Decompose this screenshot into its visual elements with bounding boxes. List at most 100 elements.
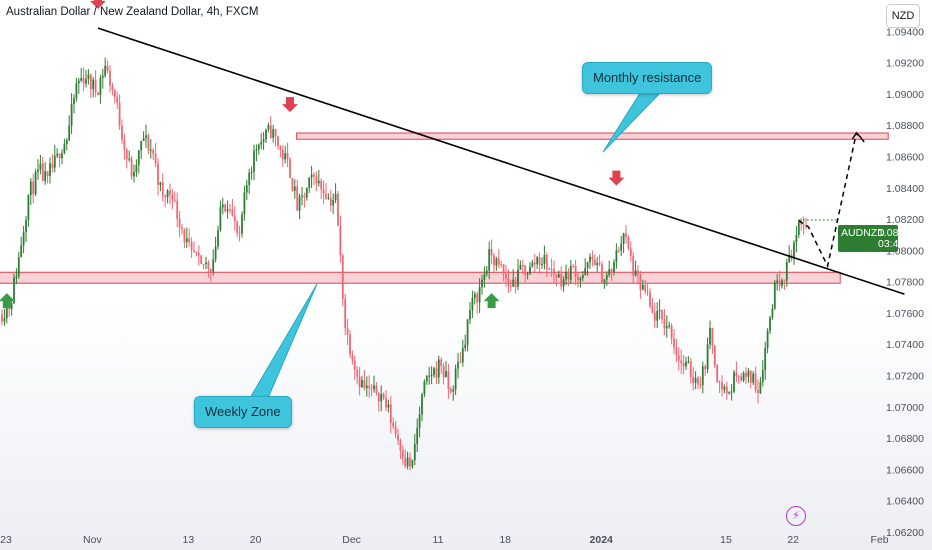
candle-body <box>161 182 164 197</box>
candle-body <box>507 278 510 286</box>
candle-body <box>123 139 126 150</box>
candle-body <box>493 255 495 266</box>
y-tick-label: 1.09000 <box>886 89 924 101</box>
candle-body <box>142 137 145 142</box>
candle-body <box>85 79 87 84</box>
candle-body <box>346 328 349 335</box>
candle-body <box>313 174 315 177</box>
lightning-icon[interactable]: ⚡ <box>786 506 806 526</box>
candle-body <box>473 293 476 298</box>
candle-body <box>46 171 49 177</box>
candle-body <box>555 274 558 278</box>
candle-body <box>459 362 462 364</box>
currency-button[interactable]: NZD <box>886 4 920 28</box>
candle-body <box>356 369 359 377</box>
candle-body <box>433 368 435 375</box>
candle-body <box>229 209 231 211</box>
candle-body <box>505 274 507 279</box>
candle-body <box>397 434 399 441</box>
candle-body <box>574 266 577 278</box>
candle-body <box>193 250 195 252</box>
candle-body <box>101 75 104 78</box>
candle-body <box>754 373 757 391</box>
candle-body <box>615 250 618 263</box>
candle-body <box>125 149 128 160</box>
projection-path <box>798 131 867 269</box>
monthly-resistance-label: Monthly resistance <box>582 62 713 94</box>
candle-body <box>20 245 23 258</box>
candle-body <box>301 195 303 197</box>
down-arrow-marker <box>282 97 298 113</box>
candle-body <box>783 280 786 282</box>
candle-body <box>651 306 654 313</box>
candle-body <box>447 371 450 389</box>
candle-body <box>370 388 373 390</box>
candle-body <box>226 209 229 212</box>
candle-body <box>742 372 745 381</box>
candle-body <box>529 266 531 274</box>
candle-body <box>171 195 174 200</box>
candle-body <box>565 271 567 280</box>
candle-body <box>274 129 277 137</box>
candle-body <box>524 265 527 275</box>
candle-body <box>286 153 289 159</box>
candle-body <box>231 209 234 216</box>
y-tick-label: 1.09200 <box>886 58 924 70</box>
candle-body <box>315 176 318 184</box>
candle-body <box>128 158 131 160</box>
candle-body <box>353 360 356 370</box>
candle-body <box>265 129 267 140</box>
candle-body <box>634 270 637 276</box>
candle-body <box>795 234 798 243</box>
candle-body <box>368 385 371 389</box>
candle-body <box>665 326 668 329</box>
candle-body <box>464 344 467 348</box>
candle-body <box>747 370 750 377</box>
candle-body <box>749 370 752 383</box>
candle-body <box>538 257 541 265</box>
candle-body <box>65 139 68 145</box>
candle-body <box>706 344 709 370</box>
candle-body <box>197 252 200 256</box>
candle-body <box>610 269 613 272</box>
candle-body <box>425 376 428 382</box>
candle-body <box>341 255 344 300</box>
candle-body <box>195 251 198 253</box>
candle-body <box>92 79 95 90</box>
candle-body <box>329 197 332 206</box>
candle-body <box>404 458 407 467</box>
candle-body <box>25 220 27 233</box>
candle-body <box>169 190 171 196</box>
candle-body <box>428 375 431 377</box>
candle-body <box>677 355 680 361</box>
candle-body <box>255 149 258 151</box>
candle-body <box>305 188 308 198</box>
candle-body <box>375 385 378 393</box>
candle-body <box>238 232 241 234</box>
candle-body <box>668 325 671 327</box>
candle-body <box>34 171 37 195</box>
candle-body <box>358 376 361 388</box>
candle-body <box>673 338 675 348</box>
candle-body <box>517 269 519 287</box>
candle-body <box>284 153 287 160</box>
candle-body <box>620 243 623 251</box>
candle-body <box>257 144 260 150</box>
candle-body <box>699 384 702 386</box>
candle-body <box>344 299 347 329</box>
candle-body <box>586 262 589 268</box>
candle-body <box>87 74 90 80</box>
candle-body <box>685 361 687 367</box>
candle-body <box>49 163 51 177</box>
candle-body <box>735 372 738 377</box>
candle-body <box>740 376 743 381</box>
monthly-callout-pointer <box>602 92 662 153</box>
candle-body <box>485 270 488 274</box>
candle-body <box>200 255 203 264</box>
candle-body <box>589 256 591 263</box>
candle-body <box>399 440 402 451</box>
candle-body <box>75 83 78 99</box>
candle-body <box>653 312 656 321</box>
x-tick-label: 22 <box>787 534 799 546</box>
